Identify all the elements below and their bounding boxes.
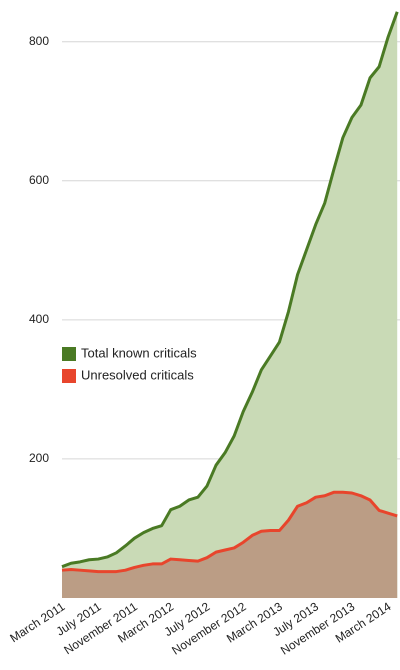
y-tick-label: 800: [29, 34, 49, 48]
legend-label: Unresolved criticals: [81, 367, 194, 382]
y-tick-label: 600: [29, 173, 49, 187]
line: [61, 11, 399, 569]
area: [62, 11, 398, 599]
legend-swatch: [62, 369, 76, 383]
y-tick-label: 200: [29, 451, 49, 465]
x-tick-label: March 2011: [7, 599, 67, 645]
line: [61, 490, 398, 574]
legend-label: Total known criticals: [81, 345, 197, 360]
area: [62, 492, 398, 598]
y-tick-label: 400: [29, 312, 49, 326]
legend-swatch: [62, 347, 76, 361]
